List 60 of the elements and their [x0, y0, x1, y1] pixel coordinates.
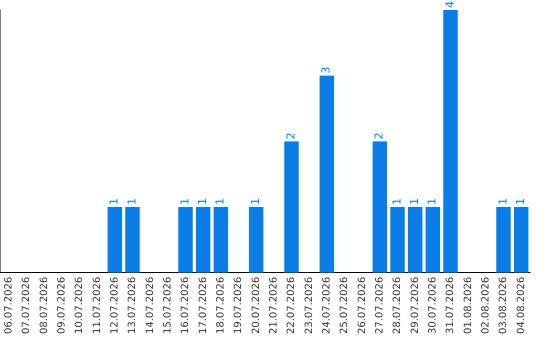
data-label: 1 — [125, 198, 138, 206]
x-tick-label: 10.07.2026 — [74, 276, 86, 334]
data-label: 2 — [284, 132, 298, 140]
bar — [284, 141, 299, 273]
x-tick-label: 20.07.2026 — [250, 276, 262, 334]
x-tick-label: 12.07.2026 — [109, 276, 120, 334]
x-tick-label: 18.07.2026 — [215, 276, 226, 334]
data-label: 1 — [514, 198, 528, 206]
x-tick-label: 11.07.2026 — [92, 276, 103, 334]
x-tick-label: 07.07.2026 — [21, 276, 32, 334]
x-tick-label: 08.07.2026 — [38, 276, 50, 334]
bar — [125, 207, 140, 273]
data-label: 3 — [320, 66, 333, 74]
x-tick-label: 01.08.2026 — [462, 276, 474, 334]
x-tick-label: 16.07.2026 — [180, 276, 192, 334]
data-label: 1 — [426, 198, 439, 206]
data-label: 1 — [214, 198, 227, 206]
x-tick-label: 06.07.2026 — [3, 276, 14, 334]
bar — [514, 207, 528, 273]
x-tick-label: 28.07.2026 — [392, 276, 404, 334]
bar — [108, 207, 122, 273]
x-tick-label: 25.07.2026 — [339, 276, 350, 334]
data-label: 1 — [178, 198, 192, 206]
bar — [248, 207, 264, 273]
x-tick-label: 21.07.2026 — [268, 276, 280, 334]
data-label: 1 — [249, 198, 262, 206]
x-tick-label: 24.07.2026 — [321, 276, 332, 334]
data-label: 1 — [108, 198, 121, 206]
x-tick-label: 27.07.2026 — [374, 276, 386, 334]
x-tick-label: 17.07.2026 — [198, 276, 209, 334]
bar — [196, 207, 210, 273]
x-tick-label: 03.08.2026 — [498, 276, 510, 334]
bar — [372, 141, 388, 273]
bar — [426, 207, 440, 273]
bar — [178, 207, 193, 273]
data-label: 1 — [390, 198, 404, 206]
x-tick-label: 09.07.2026 — [56, 276, 68, 334]
x-tick-label: 02.08.2026 — [480, 276, 492, 334]
data-label: 4 — [443, 1, 456, 8]
x-tick-label: 23.07.2026 — [304, 276, 315, 334]
x-tick-label: 26.07.2026 — [356, 276, 368, 334]
x-tick-label: 04.08.2026 — [516, 276, 527, 334]
bar — [408, 207, 422, 273]
x-tick-label: 22.07.2026 — [286, 276, 298, 334]
x-tick-label: 30.07.2026 — [427, 276, 438, 334]
x-tick-label: 19.07.2026 — [233, 276, 244, 334]
x-tick-label: 14.07.2026 — [144, 276, 156, 334]
x-tick-label: 15.07.2026 — [162, 276, 174, 334]
bar — [443, 10, 458, 273]
data-label: 1 — [196, 198, 210, 206]
data-label: 2 — [372, 132, 386, 140]
x-tick-label: 31.07.2026 — [445, 276, 456, 334]
data-label: 1 — [496, 198, 510, 206]
data-label: 1 — [408, 198, 422, 206]
bar — [214, 207, 228, 273]
bar — [320, 76, 334, 273]
bar — [390, 207, 405, 273]
x-tick-label: 29.07.2026 — [410, 276, 421, 334]
bar — [496, 207, 511, 273]
x-tick-label: 13.07.2026 — [127, 276, 138, 334]
